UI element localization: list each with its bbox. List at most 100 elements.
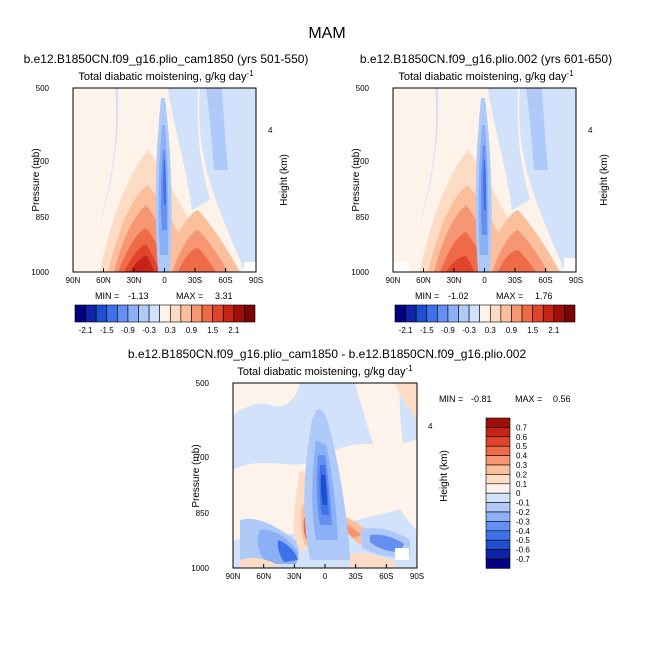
contour-field-3 [233, 383, 417, 568]
x-tick-label: 30N [287, 572, 302, 581]
colorbar-swatch [553, 304, 565, 323]
colorbar-swatch [95, 304, 108, 323]
colorbar-swatch [485, 549, 511, 560]
colorbar-label: 0.2 [516, 470, 528, 479]
colorbar-swatch [485, 483, 511, 494]
min-value-3: -0.81 [471, 394, 492, 404]
colorbar-swatch [485, 464, 511, 475]
colorbar-swatch [148, 304, 161, 323]
y-tick-1000-2: 1000 [351, 268, 369, 277]
x-tick-label: 90S [569, 276, 583, 285]
colorbar-label: 0 [516, 489, 521, 498]
subtitle-3: Total diabatic moistening, g/kg day-1 [237, 364, 413, 378]
x-tick-label: 30N [127, 276, 142, 285]
max-label-3: MAX = [515, 394, 542, 404]
colorbar-swatch [244, 304, 256, 323]
colorbar-swatch [468, 304, 481, 323]
subtitle-1: Total diabatic moistening, g/kg day-1 [78, 69, 254, 83]
x-tick-label: 30S [188, 276, 202, 285]
colorbar-label: -0.1 [516, 499, 530, 508]
x-tick-label: 60S [538, 276, 552, 285]
y-axis-label-2: Pressure (mb) [351, 148, 362, 211]
colorbar-swatch [485, 558, 511, 569]
colorbar-label: 0.3 [165, 326, 177, 335]
colorbar-swatch [485, 417, 511, 428]
max-value-1: 3.31 [215, 291, 233, 301]
colorbar-label: -0.4 [516, 527, 530, 536]
x-tick-label: 60N [256, 572, 271, 581]
panel-difference: b.e12.B1850CN.f09_g16.plio_cam1850 - b.e… [128, 347, 571, 581]
colorbar-swatch [127, 304, 139, 323]
y2-axis-label-3: Height (km) [439, 450, 450, 502]
colorbar-swatch [485, 530, 511, 541]
max-value-3: 0.56 [553, 394, 571, 404]
colorbar-swatch [169, 304, 182, 323]
colorbar-swatch [485, 521, 511, 532]
colorbar-swatch [201, 304, 213, 323]
x-tick-label: 30N [447, 276, 462, 285]
colorbar-swatch [485, 492, 511, 503]
colorbar-label: -0.7 [516, 555, 530, 564]
colorbar-swatch [180, 304, 192, 323]
colorbar-label: -0.9 [441, 326, 455, 335]
colorbar-swatch [405, 304, 417, 323]
colorbar-swatch [117, 304, 129, 323]
x-tick-label: 90S [410, 572, 424, 581]
min-label-2: MIN = [415, 291, 439, 301]
colorbar-label: 1.5 [527, 326, 539, 335]
colorbar-swatch [485, 455, 511, 466]
colorbar-label: -2.1 [399, 326, 413, 335]
y-tick-700-1: 700 [36, 157, 50, 166]
colorbar-vertical: 0.70.60.50.40.30.20.10-0.1-0.2-0.3-0.4-0… [485, 417, 530, 569]
colorbar-swatch [564, 304, 576, 323]
run-title-1: b.e12.B1850CN.f09_g16.plio_cam1850 (yrs … [24, 52, 309, 66]
min-label-1: MIN = [95, 291, 119, 301]
colorbar-swatch [485, 502, 511, 513]
colorbar-swatch [222, 304, 235, 323]
colorbar-swatch [447, 304, 459, 323]
y-axis-label-3: Pressure (mb) [191, 444, 202, 507]
y-tick-700-2: 700 [356, 157, 370, 166]
colorbar-label: -2.1 [79, 326, 93, 335]
colorbar-label: -1.5 [420, 326, 434, 335]
colorbar-swatch [85, 304, 97, 323]
colorbar-swatch [532, 304, 544, 323]
colorbar-label: -0.3 [462, 326, 476, 335]
y-tick-850-2: 850 [356, 213, 370, 222]
colorbar-swatch [394, 304, 406, 323]
y-tick-500-2: 500 [356, 84, 370, 93]
colorbar-swatch [521, 304, 533, 323]
run-title-2: b.e12.B1850CN.f09_g16.plio.002 (yrs 601-… [360, 52, 612, 66]
max-label-1: MAX = [176, 291, 203, 301]
y-tick-1000-3: 1000 [191, 564, 209, 573]
colorbar-swatch [138, 304, 150, 323]
max-value-2: 1.76 [535, 291, 553, 301]
figure-title: MAM [308, 25, 345, 42]
x-axis-2: 90N 60N 30N 0 30S 60S 90S [386, 268, 583, 285]
y-axis-label-1: Pressure (mb) [31, 148, 42, 211]
colorbar-swatch [542, 304, 555, 323]
x-tick-label: 0 [323, 572, 328, 581]
colorbar-swatch [106, 304, 118, 323]
colorbar-swatch [485, 436, 511, 447]
colorbar-label: -1.5 [100, 326, 114, 335]
x-tick-label: 90N [386, 276, 401, 285]
x-tick-label: 60N [416, 276, 431, 285]
y-tick-850-1: 850 [36, 213, 50, 222]
colorbar-label: -0.3 [142, 326, 156, 335]
min-value-1: -1.13 [128, 291, 149, 301]
colorbar-swatch [485, 427, 511, 438]
x-tick-label: 60S [218, 276, 232, 285]
x-tick-label: 60N [96, 276, 111, 285]
x-tick-label: 30S [349, 572, 363, 581]
y2-axis-label-1: Height (km) [279, 154, 290, 206]
colorbar-label: 0.6 [516, 433, 528, 442]
y2-tick-4-3: 4 [428, 422, 433, 431]
y-tick-1000-1: 1000 [31, 268, 49, 277]
x-tick-label: 30S [508, 276, 522, 285]
colorbar-label: 0.7 [516, 423, 528, 432]
colorbar-swatch [489, 304, 502, 323]
colorbar-label: 1.5 [207, 326, 219, 335]
colorbar-swatch [511, 304, 523, 323]
colorbar-swatch [458, 304, 470, 323]
